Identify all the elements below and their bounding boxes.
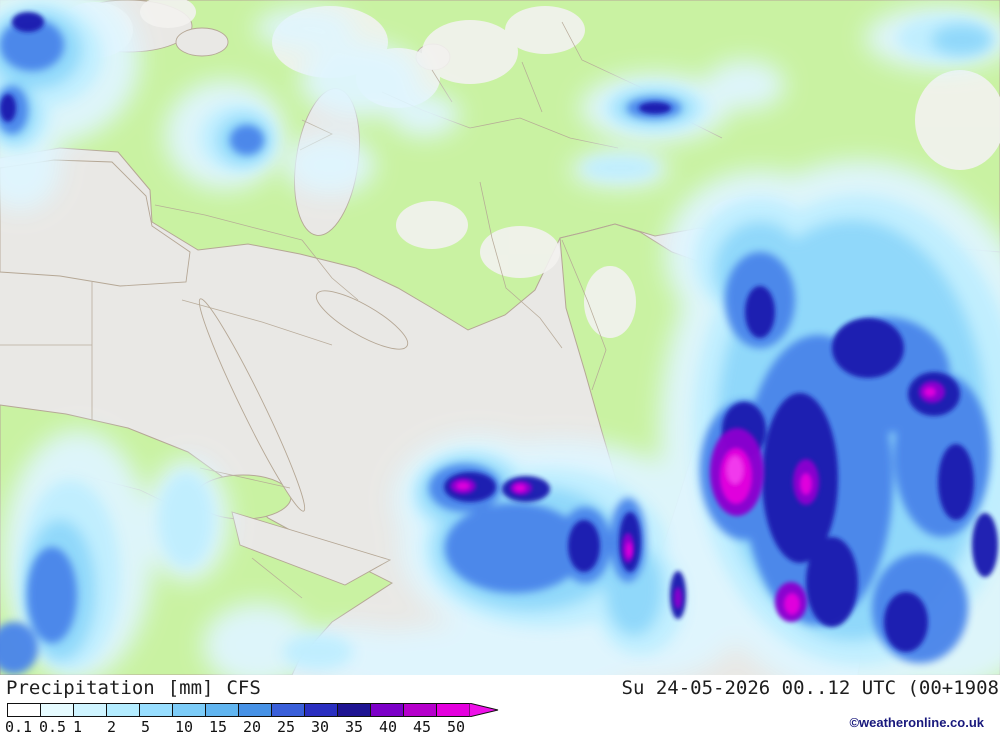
legend-segment-50	[436, 703, 470, 717]
legend-label-30: 30	[311, 718, 330, 733]
map-title-unit: [mm]	[167, 677, 214, 699]
legend-segment-40	[370, 703, 404, 717]
map-title-product: Precipitation	[6, 677, 155, 699]
legend-arrow-icon	[469, 703, 499, 717]
precipitation-map	[0, 0, 1000, 675]
legend-segment-10	[172, 703, 206, 717]
legend-label-1: 1	[73, 718, 83, 733]
map-datetime: Su 24-05-2026 00..12 UTC (00+1908	[621, 677, 1000, 699]
legend-segment-45	[403, 703, 437, 717]
legend-segment-35	[337, 703, 371, 717]
legend-label-25: 25	[277, 718, 296, 733]
map-area	[0, 0, 1000, 675]
map-title-model: CFS	[226, 677, 261, 699]
legend-label-15: 15	[209, 718, 228, 733]
legend-segment-20	[238, 703, 272, 717]
legend-arrow-shape	[469, 703, 499, 717]
legend-label-45: 45	[413, 718, 432, 733]
legend-label-35: 35	[345, 718, 364, 733]
legend-segment-30	[304, 703, 338, 717]
legend-label-20: 20	[243, 718, 262, 733]
map-title: Precipitation [mm] CFS	[6, 677, 274, 699]
legend-segment-15	[205, 703, 239, 717]
legend-label-50: 50	[447, 718, 466, 733]
legend-bar	[7, 703, 499, 717]
legend-label-10: 10	[175, 718, 194, 733]
map-footer: Precipitation [mm] CFS Su 24-05-2026 00..1…	[0, 675, 1000, 733]
legend-label-5: 5	[141, 718, 151, 733]
legend-segment-25	[271, 703, 305, 717]
legend-label-2: 2	[107, 718, 117, 733]
legend-segment-1	[73, 703, 107, 717]
legend-segment-2	[106, 703, 140, 717]
legend-labels: 0.1 0.5 1 2 5 10 15 20 25 30 35 40 45 50	[5, 718, 481, 733]
legend-label-0.1: 0.1	[5, 718, 33, 733]
legend-segment-5	[139, 703, 173, 717]
legend-label-40: 40	[379, 718, 398, 733]
precip-extreme-magenta	[456, 387, 936, 615]
copyright: ©weatheronline.co.uk	[849, 715, 984, 730]
legend-segment-0.1	[7, 703, 41, 717]
legend-label-0.5: 0.5	[39, 718, 67, 733]
legend-segment-0.5	[40, 703, 74, 717]
